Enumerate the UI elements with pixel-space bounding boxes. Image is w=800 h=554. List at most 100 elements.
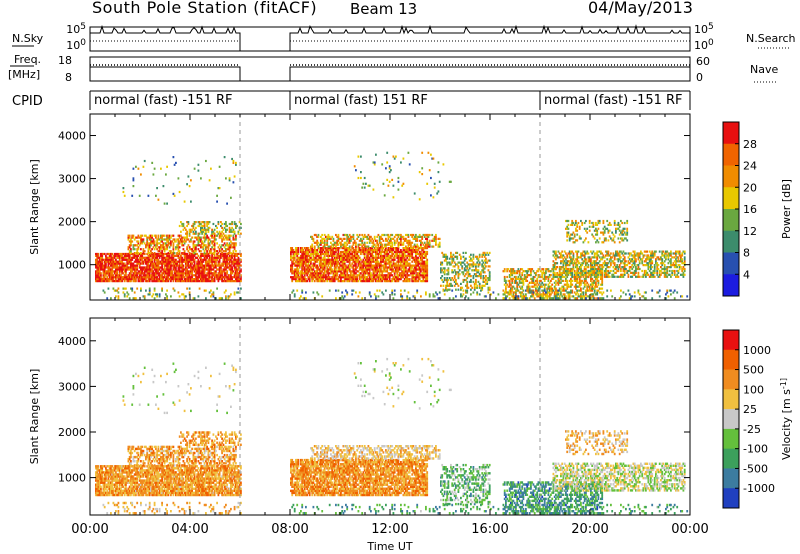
range-cell	[407, 268, 410, 271]
range-cell	[172, 242, 175, 245]
range-cell	[110, 268, 112, 271]
range-cell	[205, 230, 207, 233]
range-cell	[191, 278, 193, 281]
range-cell	[103, 272, 106, 275]
range-cell	[175, 262, 177, 265]
range-cell	[391, 249, 394, 252]
range-cell	[517, 277, 520, 280]
range-cell	[216, 242, 218, 245]
range-cell	[290, 249, 292, 252]
range-cell	[363, 276, 366, 279]
range-cell	[295, 247, 297, 250]
range-cell	[172, 238, 175, 241]
range-cell	[172, 244, 175, 247]
range-cell	[340, 274, 342, 277]
range-cell	[196, 256, 198, 259]
range-cell	[211, 258, 213, 261]
range-cell	[101, 280, 104, 283]
range-cell	[138, 244, 141, 247]
range-cell	[386, 268, 389, 271]
range-cell	[178, 262, 181, 265]
freq-tick-bottom: 8	[65, 71, 72, 84]
range-cell	[203, 272, 206, 275]
range-cell	[426, 270, 429, 273]
range-cell	[368, 266, 371, 269]
range-cell	[341, 264, 344, 267]
range-cell	[417, 247, 420, 250]
range-cell	[221, 240, 223, 243]
range-cell	[231, 276, 233, 279]
range-cell	[203, 264, 206, 267]
range-cell	[96, 266, 99, 269]
range-cell	[296, 272, 299, 275]
range-cell	[330, 270, 332, 273]
range-cell	[193, 232, 196, 235]
range-cell	[106, 276, 109, 279]
range-cell	[376, 272, 379, 275]
range-cell	[213, 238, 216, 241]
range-cell	[457, 261, 460, 264]
range-cell	[376, 262, 379, 265]
range-cell	[240, 287, 242, 290]
range-cell	[190, 278, 192, 281]
range-cell	[345, 258, 347, 261]
range-cell	[231, 260, 233, 263]
range-cell	[383, 274, 386, 277]
range-cell	[226, 272, 228, 275]
range-cell	[422, 272, 425, 275]
range-cell	[186, 254, 188, 257]
range-cell	[182, 248, 185, 251]
range-cell	[516, 270, 519, 273]
range-cell	[378, 239, 381, 242]
range-cell	[201, 230, 203, 233]
range-cell	[142, 248, 145, 251]
range-cell	[342, 272, 345, 275]
range-cell	[321, 266, 324, 269]
range-cell	[413, 245, 416, 248]
range-cell	[208, 268, 211, 271]
range-cell	[232, 270, 235, 273]
range-cell	[361, 266, 364, 269]
range-cell	[181, 242, 183, 245]
range-cell	[418, 276, 421, 279]
range-cell	[172, 254, 175, 257]
range-cell	[515, 289, 517, 292]
range-cell	[228, 244, 231, 247]
range-cell	[116, 289, 119, 292]
range-cell	[340, 260, 342, 263]
range-cell	[166, 274, 168, 277]
range-cell	[165, 280, 167, 283]
range-cell	[578, 285, 581, 288]
range-cell	[326, 247, 329, 250]
range-cell	[455, 288, 457, 291]
nsky-trace-2	[289, 24, 691, 51]
range-cell	[373, 237, 376, 240]
range-cell	[235, 236, 237, 239]
range-cell	[477, 257, 480, 260]
range-cell	[203, 258, 206, 261]
range-cell	[158, 246, 161, 249]
range-cell	[172, 287, 175, 290]
range-cell	[143, 274, 146, 277]
range-cell	[402, 270, 405, 273]
range-cell	[180, 230, 182, 233]
range-cell	[373, 264, 376, 267]
range-cell	[100, 256, 102, 259]
range-cell	[233, 230, 236, 233]
range-cell	[165, 244, 167, 247]
range-cell	[302, 276, 305, 279]
range-cell	[397, 276, 400, 279]
range-cell	[380, 235, 382, 238]
range-cell	[163, 246, 166, 249]
range-cell	[503, 279, 506, 282]
range-cell	[185, 252, 187, 256]
range-cell	[403, 256, 406, 259]
range-cell	[148, 280, 151, 283]
range-cell	[301, 254, 304, 257]
range-cell	[198, 236, 201, 239]
range-cell	[375, 260, 377, 263]
range-cell	[312, 256, 315, 259]
freq-label-line1: Freq.	[14, 53, 41, 66]
range-cell	[230, 228, 232, 231]
range-cell	[352, 256, 355, 259]
